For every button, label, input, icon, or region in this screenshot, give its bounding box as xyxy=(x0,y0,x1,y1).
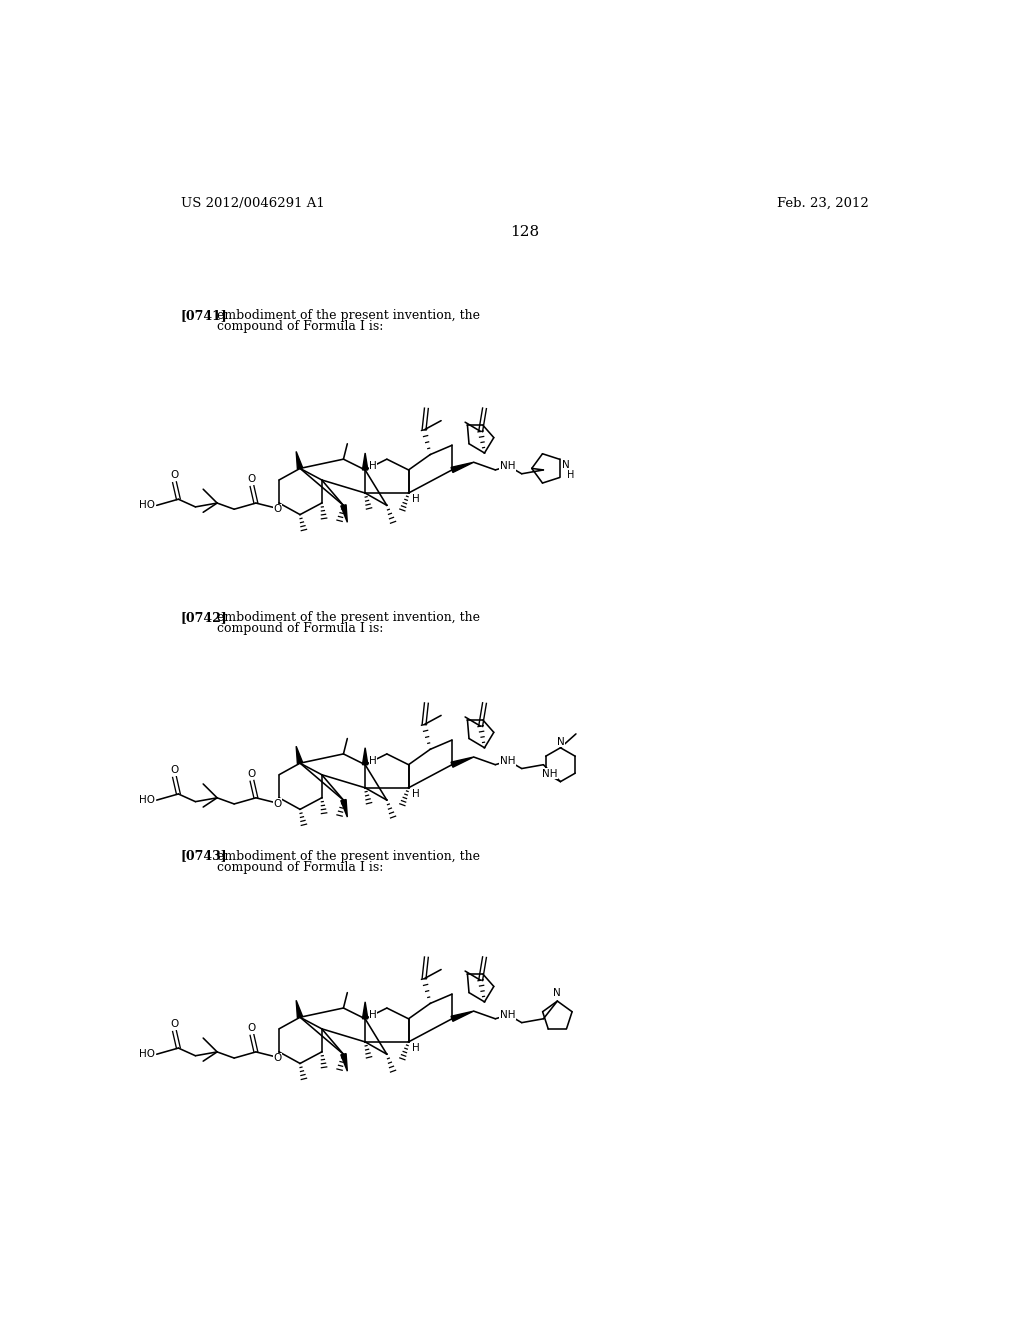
Text: [0742]: [0742] xyxy=(180,611,227,623)
Text: O: O xyxy=(170,470,178,480)
Text: embodiment of the present invention, the: embodiment of the present invention, the xyxy=(217,850,480,862)
Text: H: H xyxy=(413,789,420,799)
Polygon shape xyxy=(341,1053,347,1071)
Text: NH: NH xyxy=(542,770,557,779)
Text: US 2012/0046291 A1: US 2012/0046291 A1 xyxy=(180,197,325,210)
Text: H: H xyxy=(413,1043,420,1053)
Polygon shape xyxy=(296,451,303,469)
Text: H: H xyxy=(369,1010,377,1020)
Text: [0743]: [0743] xyxy=(180,850,227,862)
Text: HO: HO xyxy=(139,1049,156,1059)
Text: O: O xyxy=(248,1023,256,1034)
Text: [0741]: [0741] xyxy=(180,309,227,322)
Polygon shape xyxy=(341,504,347,523)
Text: H: H xyxy=(567,470,574,479)
Text: embodiment of the present invention, the: embodiment of the present invention, the xyxy=(217,611,480,623)
Text: O: O xyxy=(273,1053,282,1063)
Polygon shape xyxy=(362,1002,368,1019)
Text: compound of Formula I is:: compound of Formula I is: xyxy=(217,622,384,635)
Text: compound of Formula I is:: compound of Formula I is: xyxy=(217,321,384,334)
Text: H: H xyxy=(413,494,420,504)
Text: Feb. 23, 2012: Feb. 23, 2012 xyxy=(777,197,869,210)
Text: compound of Formula I is:: compound of Formula I is: xyxy=(217,861,384,874)
Text: N: N xyxy=(557,737,564,747)
Text: O: O xyxy=(273,799,282,809)
Text: 128: 128 xyxy=(510,224,540,239)
Text: O: O xyxy=(170,1019,178,1030)
Text: O: O xyxy=(273,504,282,515)
Text: O: O xyxy=(248,770,256,779)
Text: NH: NH xyxy=(500,756,515,766)
Text: NH: NH xyxy=(500,1010,515,1020)
Polygon shape xyxy=(341,800,347,817)
Text: N: N xyxy=(562,459,569,470)
Text: embodiment of the present invention, the: embodiment of the present invention, the xyxy=(217,309,480,322)
Text: H: H xyxy=(369,756,377,766)
Text: N: N xyxy=(554,989,561,998)
Polygon shape xyxy=(451,462,474,473)
Text: HO: HO xyxy=(139,795,156,805)
Text: NH: NH xyxy=(500,461,515,471)
Text: O: O xyxy=(248,474,256,484)
Polygon shape xyxy=(451,756,474,767)
Text: HO: HO xyxy=(139,500,156,511)
Polygon shape xyxy=(296,746,303,764)
Polygon shape xyxy=(362,453,368,470)
Polygon shape xyxy=(362,747,368,764)
Text: H: H xyxy=(369,461,377,471)
Polygon shape xyxy=(296,1001,303,1018)
Text: O: O xyxy=(170,766,178,775)
Polygon shape xyxy=(451,1011,474,1022)
